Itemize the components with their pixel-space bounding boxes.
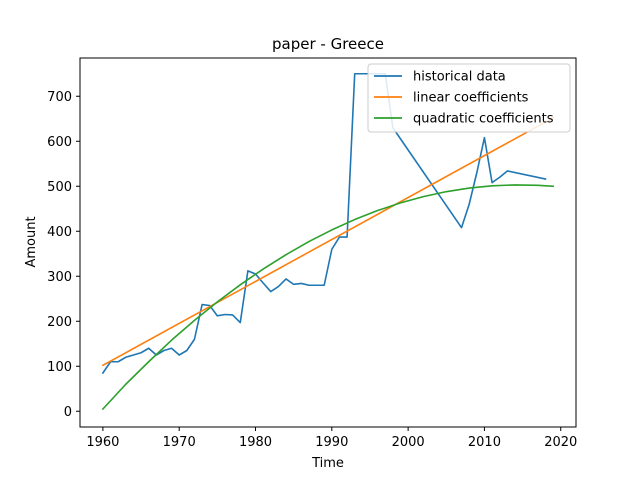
legend-label-0: historical data (413, 70, 506, 85)
x-tick-label: 1970 (163, 435, 196, 450)
series-line-2 (101, 184, 554, 411)
x-axis: 1960 1970 1980 1990 2000 2010 2020 (86, 427, 577, 450)
x-tick-label: 2020 (544, 435, 577, 450)
series-line-0 (101, 72, 547, 375)
y-tick-label: 100 (47, 360, 72, 375)
x-tick-label: 2010 (468, 435, 501, 450)
x-tick-label: 1980 (239, 435, 272, 450)
y-tick-label: 200 (47, 315, 72, 330)
series-line-1 (101, 116, 555, 367)
x-tick-label: 1990 (315, 435, 348, 450)
y-tick-label: 500 (47, 180, 72, 195)
legend-box (367, 63, 571, 133)
series-layer (101, 72, 555, 411)
y-axis: 0 100 200 300 400 500 600 700 (47, 90, 80, 420)
plot-frame (79, 57, 577, 428)
x-axis-label: Time (311, 456, 344, 471)
y-axis-label: Amount (24, 216, 39, 267)
x-tick-label: 1960 (86, 435, 119, 450)
y-tick-label: 300 (47, 270, 72, 285)
legend-label-1: linear coefficients (413, 91, 529, 106)
chart-title: paper - Greece (272, 35, 384, 53)
y-tick-label: 600 (47, 135, 72, 150)
legend: historical data linear coefficients quadra… (367, 63, 571, 133)
y-tick-label: 400 (47, 225, 72, 240)
legend-label-2: quadratic coefficients (413, 112, 554, 127)
y-tick-label: 700 (47, 90, 72, 105)
x-tick-label: 2000 (392, 435, 425, 450)
y-tick-label: 0 (64, 405, 72, 420)
